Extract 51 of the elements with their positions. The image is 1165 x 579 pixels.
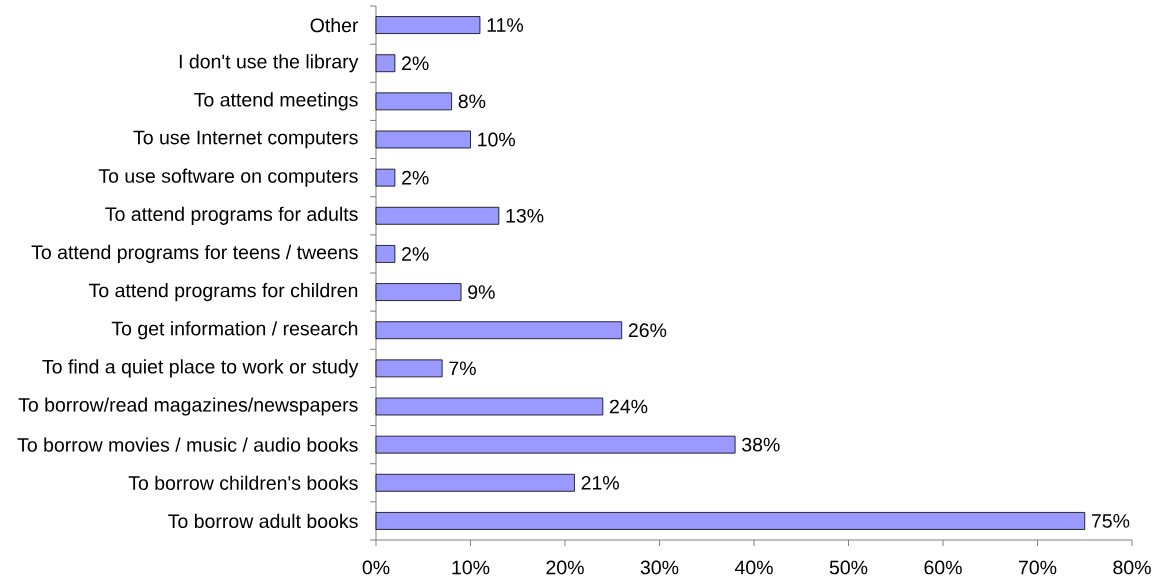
bar: [375, 245, 396, 263]
bar: [375, 16, 481, 34]
bar: [375, 435, 736, 454]
y-tick-label: To attend programs for teens / tweens: [31, 244, 358, 264]
bar: [375, 512, 1086, 530]
bar: [375, 54, 396, 73]
data-label: 38%: [742, 437, 780, 452]
y-tick-label: To attend programs for children: [89, 282, 358, 302]
data-label: 9%: [468, 285, 495, 299]
bar: [375, 130, 471, 149]
x-tick-label: 20%: [546, 560, 584, 575]
data-label: 11%: [487, 18, 524, 32]
x-tick-label: 10%: [452, 560, 490, 575]
x-tick-label: 70%: [1018, 560, 1057, 575]
data-label: 24%: [609, 399, 648, 414]
y-tick-label: To borrow/read magazines/newspapers: [18, 397, 358, 416]
x-tick-label: 50%: [829, 560, 868, 575]
bar: [375, 321, 623, 340]
bar: [375, 206, 500, 225]
data-label: 21%: [581, 475, 619, 490]
data-label: 10%: [478, 132, 516, 147]
data-label: 7%: [449, 361, 476, 376]
bar: [375, 168, 396, 187]
data-label: 13%: [506, 208, 544, 223]
bar: [375, 283, 462, 301]
y-tick-label: To borrow movies / music / audio books: [17, 437, 358, 452]
data-label: 2%: [402, 247, 429, 261]
y-tick-label: To attend meetings: [194, 92, 358, 111]
x-tick-label: 40%: [734, 560, 773, 575]
data-label: 26%: [628, 323, 667, 338]
bar: [375, 359, 443, 378]
x-tick-label: 80%: [1113, 560, 1151, 575]
y-tick-label: Other: [310, 17, 359, 33]
x-tick-label: 60%: [924, 560, 962, 575]
data-label: 2%: [402, 170, 429, 185]
x-tick-label: 0%: [362, 560, 390, 575]
bar: [375, 397, 604, 416]
y-tick-label: To use Internet computers: [133, 130, 358, 149]
data-label: 75%: [1091, 514, 1130, 528]
y-tick-label: To get information / research: [111, 321, 358, 340]
data-label: 2%: [402, 56, 429, 71]
y-tick-label: To find a quiet place to work or study: [42, 359, 359, 378]
y-tick-label: To borrow adult books: [168, 513, 358, 529]
y-tick-label: To attend programs for adults: [105, 206, 358, 225]
data-label: 8%: [458, 94, 486, 109]
bar: [375, 473, 575, 492]
x-tick-label: 30%: [640, 560, 679, 575]
y-tick-label: To borrow children's books: [128, 475, 358, 490]
bar: [375, 92, 452, 111]
y-tick-label: I don't use the library: [179, 54, 359, 73]
y-tick-label: To use software on computers: [98, 168, 358, 187]
